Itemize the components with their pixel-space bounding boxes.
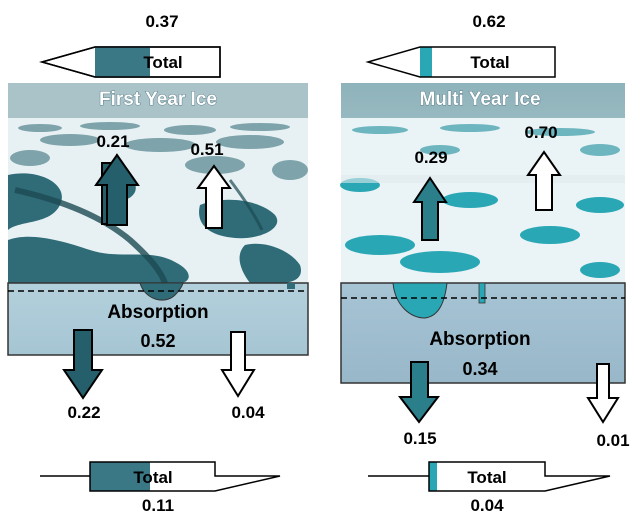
- down-white-arrow: [220, 331, 256, 398]
- absorption-label: Absorption: [107, 302, 208, 323]
- bottom-total-value: 0.04: [470, 496, 504, 515]
- panel-title: First Year Ice: [99, 89, 217, 110]
- panel-multi-year-ice: 0.62 Total: [340, 12, 630, 515]
- up-dark-value: 0.29: [414, 148, 447, 167]
- absorption-value: 0.34: [462, 359, 497, 379]
- panel-first-year-ice: 0.37 Total: [7, 12, 309, 515]
- bottom-total-arrow: Total: [40, 461, 281, 492]
- down-dark-arrow: [397, 361, 441, 424]
- up-white-arrow: [196, 164, 232, 229]
- up-white-value: 0.70: [524, 123, 557, 142]
- down-dark-value: 0.15: [403, 429, 436, 448]
- panel-title: Multi Year Ice: [419, 89, 540, 110]
- up-white-arrow: [526, 150, 562, 211]
- top-total-label: Total: [470, 53, 509, 72]
- down-white-arrow: [586, 363, 620, 424]
- top-total-arrow: Total: [39, 46, 221, 78]
- absorption-value: 0.52: [140, 331, 175, 351]
- up-white-value: 0.51: [190, 140, 223, 159]
- bottom-total-label: Total: [467, 468, 506, 487]
- top-total-arrow: Total: [365, 46, 556, 78]
- myi-ice-block: [340, 282, 626, 384]
- down-dark-arrow: [62, 329, 104, 400]
- down-dark-value: 0.22: [67, 403, 100, 422]
- myi-photo: [340, 83, 625, 283]
- fyi-ice-block: [7, 282, 309, 356]
- top-total-value: 0.37: [145, 12, 178, 31]
- down-white-value: 0.04: [231, 403, 265, 422]
- absorption-label: Absorption: [429, 329, 530, 350]
- top-total-value: 0.62: [472, 12, 505, 31]
- bottom-total-label: Total: [133, 468, 172, 487]
- up-dark-value: 0.21: [96, 132, 129, 151]
- fyi-photo: [8, 83, 308, 285]
- top-total-label: Total: [143, 53, 182, 72]
- up-dark-arrow-head: [94, 153, 140, 226]
- down-white-value: 0.01: [596, 431, 629, 450]
- bottom-total-arrow: Total: [368, 461, 611, 492]
- bottom-total-value: 0.11: [142, 496, 174, 515]
- up-dark-arrow: [412, 176, 448, 241]
